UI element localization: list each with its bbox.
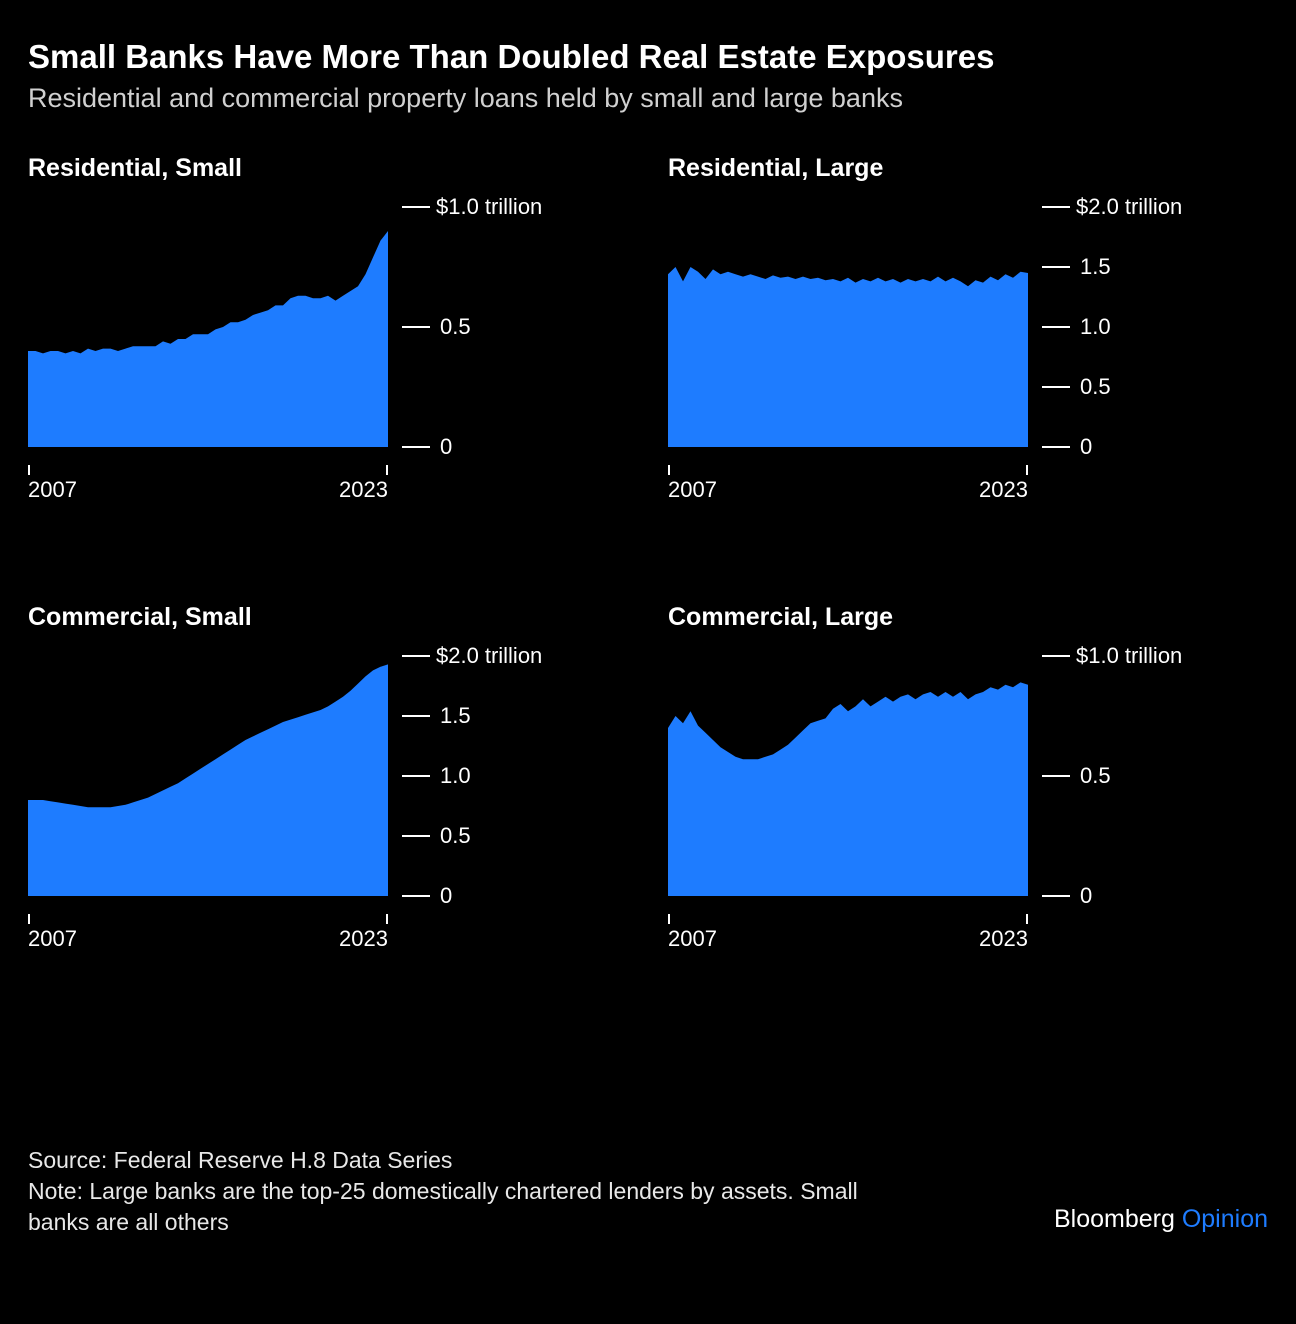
y-tick-label: $1.0 [436,194,479,220]
panel-grid: Residential, Small$1.0trillion0.50200720… [28,154,1268,952]
panel-title: Residential, Small [28,154,628,183]
y-tick-label: 0 [440,883,452,909]
y-tick-label: 1.5 [440,703,471,729]
plot [668,207,1028,447]
y-tick: 0.5 [402,314,471,340]
x-tick-end: 2023 [979,477,1028,503]
y-axis: $1.0trillion0.50 [1028,656,1268,896]
chart-title: Small Banks Have More Than Doubled Real … [28,36,1268,77]
panel-com_large: Commercial, Large$1.0trillion0.502007202… [668,603,1268,952]
y-tick: 0 [1042,434,1092,460]
y-tick: 0 [402,883,452,909]
y-tick-label: 0 [1080,434,1092,460]
y-tick: $1.0trillion [402,194,542,220]
y-tick: 0.5 [402,823,471,849]
chart-area: $2.0trillion1.51.00.50 [668,207,1268,467]
x-tick-end: 2023 [339,477,388,503]
chart-area: $1.0trillion0.50 [28,207,628,467]
y-tick-label: 0.5 [1080,763,1111,789]
panel-res_small: Residential, Small$1.0trillion0.50200720… [28,154,628,503]
note-text: Note: Large banks are the top-25 domesti… [28,1176,908,1238]
x-axis: 2007 2023 [668,477,1028,503]
brand-section: Opinion [1182,1205,1268,1233]
y-tick-label: 1.5 [1080,254,1111,280]
y-unit: trillion [485,194,542,220]
panel-title: Commercial, Small [28,603,628,632]
y-tick: 1.5 [402,703,471,729]
y-tick: 1.0 [1042,314,1111,340]
area-series [668,683,1028,897]
y-tick-label: $2.0 [436,643,479,669]
panel-com_small: Commercial, Small $2.0trillion 1.5 1.0 0.5 0 2… [28,603,628,952]
y-tick-label: $2.0 [1076,194,1119,220]
y-tick: 1.5 [1042,254,1111,280]
y-unit: trillion [1125,643,1182,669]
y-tick: 0.5 [1042,374,1111,400]
plot [28,207,388,447]
x-axis: 2007 2023 [28,926,388,952]
y-tick: $2.0trillion [402,643,542,669]
y-axis: $2.0trillion1.51.00.50 [1028,207,1268,447]
y-tick-label: 1.0 [440,763,471,789]
plot [28,656,388,896]
y-tick-label: $1.0 [1076,643,1119,669]
panel-title: Commercial, Large [668,603,1268,632]
area-series [28,665,388,897]
source-text: Source: Federal Reserve H.8 Data Series [28,1145,908,1176]
y-tick: $1.0trillion [1042,643,1182,669]
brand-name: Bloomberg [1054,1205,1175,1233]
y-axis: $2.0trillion1.51.00.50 [388,656,628,896]
y-tick-label: 0.5 [440,823,471,849]
y-tick-label: 0 [1080,883,1092,909]
y-axis: $1.0trillion0.50 [388,207,628,447]
y-unit: trillion [485,643,542,669]
x-tick-start: 2007 [668,477,717,503]
y-tick-label: 0.5 [1080,374,1111,400]
y-tick-label: 1.0 [1080,314,1111,340]
panel-title: Residential, Large [668,154,1268,183]
x-tick-start: 2007 [28,926,77,952]
y-tick: 0 [402,434,452,460]
x-axis: 2007 2023 [668,926,1028,952]
x-tick-end: 2023 [339,926,388,952]
x-tick-start: 2007 [668,926,717,952]
chart-area: $2.0trillion1.51.00.50 [28,656,628,916]
area-series [668,267,1028,447]
x-axis: 2007 2023 [28,477,388,503]
chart-area: $1.0trillion0.50 [668,656,1268,916]
y-tick: 0 [1042,883,1092,909]
y-tick: $2.0trillion [1042,194,1182,220]
chart-subtitle: Residential and commercial property loan… [28,83,1268,114]
y-tick-label: 0 [440,434,452,460]
brand: Bloomberg Opinion [1054,1205,1268,1234]
plot [668,656,1028,896]
x-tick-start: 2007 [28,477,77,503]
y-unit: trillion [1125,194,1182,220]
y-tick: 0.5 [1042,763,1111,789]
y-tick-label: 0.5 [440,314,471,340]
area-series [28,231,388,447]
y-tick: 1.0 [402,763,471,789]
panel-res_large: Residential, Large $2.0trillion 1.5 1.0 0.5 0… [668,154,1268,503]
x-tick-end: 2023 [979,926,1028,952]
